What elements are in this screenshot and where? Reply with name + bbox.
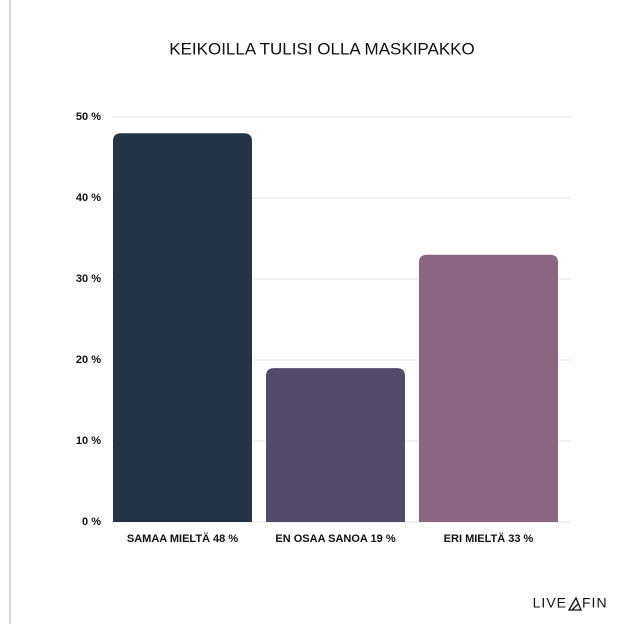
brand: LIVE FIN bbox=[533, 595, 608, 611]
brand-right: FIN bbox=[582, 595, 608, 611]
x-tick-label: ERI MIELTÄ 33 % bbox=[444, 532, 534, 545]
y-tick-label: 0 % bbox=[82, 516, 101, 528]
y-tick-label: 30 % bbox=[76, 273, 101, 285]
x-tick-label: SAMAA MIELTÄ 48 % bbox=[127, 532, 238, 545]
y-tick-label: 20 % bbox=[76, 354, 101, 366]
brand-icon bbox=[567, 596, 582, 611]
bar bbox=[113, 133, 252, 522]
y-tick-label: 10 % bbox=[76, 435, 101, 447]
chart-title: KEIKOILLA TULISI OLLA MASKIPAKKO bbox=[169, 39, 475, 58]
x-tick-label: EN OSAA SANOA 19 % bbox=[275, 533, 395, 545]
brand-left: LIVE bbox=[533, 595, 567, 611]
bar bbox=[266, 368, 405, 522]
bar bbox=[419, 254, 558, 522]
y-tick-label: 40 % bbox=[76, 192, 101, 204]
y-tick-label: 50 % bbox=[76, 111, 101, 123]
